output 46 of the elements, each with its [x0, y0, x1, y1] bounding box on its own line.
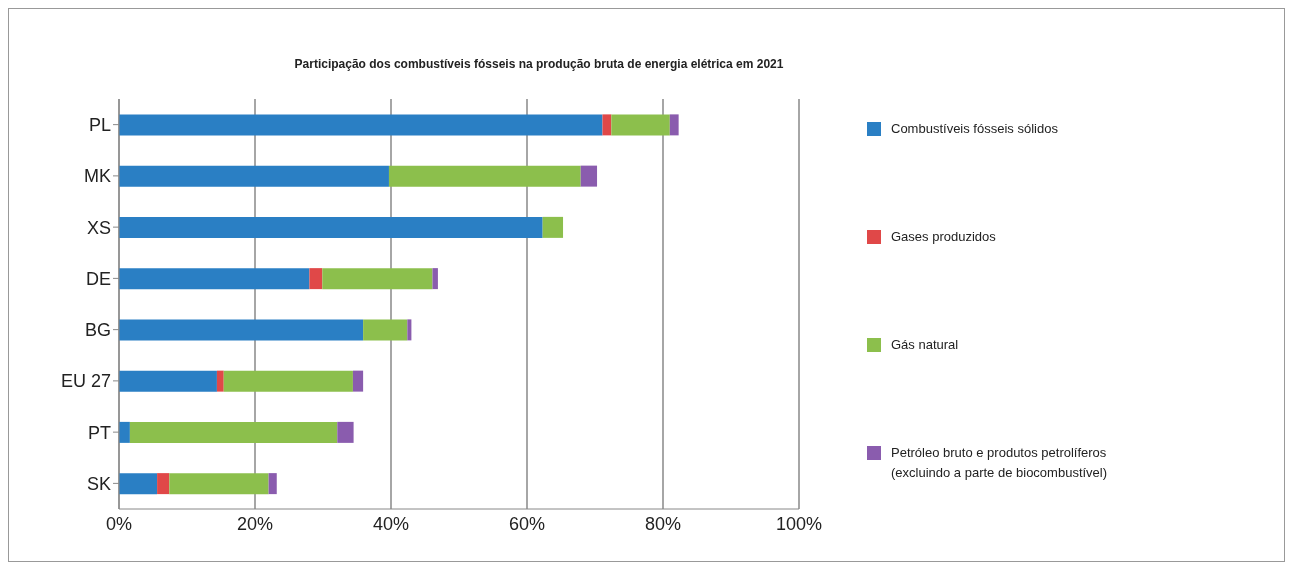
bar: [119, 165, 389, 187]
x-tick-label: 20%: [236, 513, 274, 534]
y-tick-label: PT: [87, 422, 111, 443]
legend-label: Gases produzidos: [891, 228, 997, 246]
bar: [119, 268, 310, 290]
legend-label: Gás natural: [891, 336, 960, 354]
bar: [432, 268, 438, 290]
legend-label: Combustíveis fósseis sólidos: [891, 120, 1059, 138]
x-tick-label: 80%: [644, 513, 682, 534]
bar: [119, 370, 217, 392]
bar: [337, 421, 354, 443]
bar: [669, 114, 679, 136]
bar: [602, 114, 612, 136]
bar: [223, 370, 353, 392]
bar: [119, 421, 130, 443]
y-tick-label: XS: [86, 217, 111, 238]
bar: [309, 268, 323, 290]
y-tick-label: MK: [84, 166, 111, 187]
x-tick-label: 60%: [508, 513, 546, 534]
bar: [169, 473, 269, 495]
bar: [216, 370, 224, 392]
y-tick-label: BG: [84, 320, 111, 341]
bar: [119, 473, 158, 495]
bar: [363, 319, 408, 341]
bar: [129, 421, 338, 443]
y-tick-label: DE: [85, 268, 111, 289]
x-tick-label: 40%: [372, 513, 410, 534]
bar: [119, 319, 364, 341]
x-tick-label: 0%: [105, 513, 133, 534]
x-tick-label: 100%: [775, 513, 823, 534]
bar: [388, 165, 581, 187]
bar: [157, 473, 170, 495]
y-tick-label: PL: [88, 115, 111, 136]
bar: [322, 268, 433, 290]
bar: [119, 216, 543, 238]
bar: [611, 114, 670, 136]
bar: [542, 216, 564, 238]
bar: [119, 114, 603, 136]
y-tick-label: EU 27: [60, 371, 111, 392]
bar: [352, 370, 364, 392]
y-tick-label: SK: [86, 473, 111, 494]
bar: [268, 473, 277, 495]
legend-label: Petróleo bruto e produtos petrolíferos (excluindo a parte de biocombustível): [891, 444, 1109, 482]
chart-title: Participação dos combustíveis fósseis na produção bruta de energia elétrica em 2021: [293, 57, 785, 71]
bar: [580, 165, 598, 187]
bar: [407, 319, 412, 341]
